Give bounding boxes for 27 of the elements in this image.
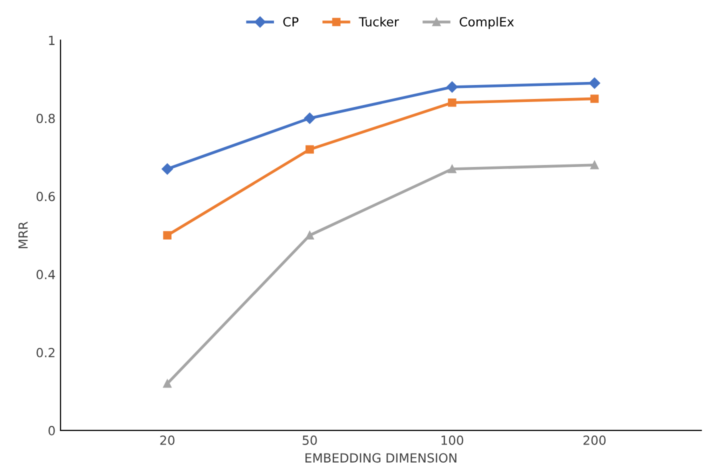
legend-label: Tucker	[358, 16, 399, 27]
y-axis-title: MRR	[18, 222, 28, 248]
point	[163, 379, 172, 388]
point	[590, 160, 599, 170]
x-axis-title: EMBEDDING DIMENSION	[306, 453, 456, 463]
point	[306, 145, 314, 154]
point	[446, 81, 458, 93]
y-tick-label: 0	[48, 426, 55, 436]
point	[306, 231, 314, 240]
y-tick-label: 0.8	[36, 114, 55, 124]
y-tick-label: 0.6	[36, 192, 55, 202]
point	[588, 78, 600, 89]
point	[304, 112, 316, 124]
y-tick-label: 0.4	[36, 270, 55, 280]
y-tick-label: 1	[49, 36, 55, 45]
point	[448, 98, 456, 107]
point	[162, 163, 173, 175]
x-tick-label: 50	[302, 436, 317, 445]
legend-label: CP	[283, 17, 298, 27]
point	[448, 164, 456, 174]
point	[163, 231, 172, 240]
y-tick-label: 0.2	[36, 348, 54, 358]
point	[590, 94, 599, 103]
x-tick-label: 20	[160, 436, 174, 445]
legend-label: ComplEx	[460, 16, 514, 29]
x-tick-label: 100	[442, 436, 464, 445]
x-tick-label: 200	[584, 436, 606, 445]
